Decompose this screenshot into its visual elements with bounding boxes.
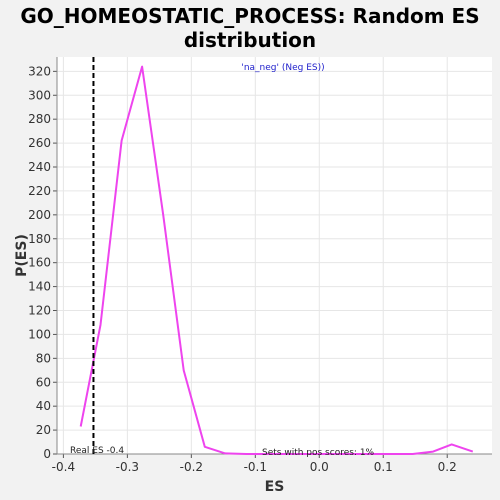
x-tick-label: -0.1 — [244, 460, 267, 474]
y-tick-label: 120 — [28, 304, 51, 318]
real-es-label: Real ES -0.4 — [70, 446, 124, 456]
chart-title-line-1: GO_HOMEOSTATIC_PROCESS: Random ES — [20, 4, 480, 28]
y-tick-label: 320 — [28, 64, 51, 78]
y-tick-label: 220 — [28, 184, 51, 198]
x-tick-label: -0.4 — [52, 460, 75, 474]
y-tick-label: 240 — [28, 160, 51, 174]
pos-scores-annotation: Sets with pos scores: 1% — [262, 448, 375, 458]
y-tick-label: 80 — [36, 351, 51, 365]
axes: 0 20 40 60 80 100 120 140 160 180 200 220 240 260 280 3… — [28, 57, 492, 474]
y-tick-label: 140 — [28, 280, 51, 294]
legend-entry: 'na_neg' (Neg ES)) — [241, 63, 324, 73]
y-tick-label: 60 — [36, 375, 51, 389]
series-layer — [79, 65, 474, 455]
x-tick-label: 0.1 — [374, 460, 393, 474]
y-tick-label: 300 — [28, 88, 51, 102]
y-tick-label: 40 — [36, 399, 51, 413]
y-tick-label: 280 — [28, 112, 51, 126]
y-tick-label: 0 — [43, 447, 51, 461]
x-tick-label: -0.2 — [180, 460, 203, 474]
y-axis-label: P(ES) — [14, 234, 30, 277]
x-tick-label: 0.2 — [438, 460, 457, 474]
y-tick-label: 20 — [36, 423, 51, 437]
series-line — [79, 65, 474, 455]
y-tick-label: 200 — [28, 208, 51, 222]
chart-title-line-2: distribution — [183, 28, 317, 52]
y-tick-label: 160 — [28, 256, 51, 270]
y-tick-label: 260 — [28, 136, 51, 150]
plot-area — [57, 57, 492, 454]
y-tick-label: 180 — [28, 232, 51, 246]
y-tick-label: 100 — [28, 327, 51, 341]
x-axis-label: ES — [265, 479, 285, 495]
x-tick-label: -0.3 — [116, 460, 139, 474]
x-tick-label: 0.0 — [310, 460, 329, 474]
grid — [57, 57, 492, 455]
